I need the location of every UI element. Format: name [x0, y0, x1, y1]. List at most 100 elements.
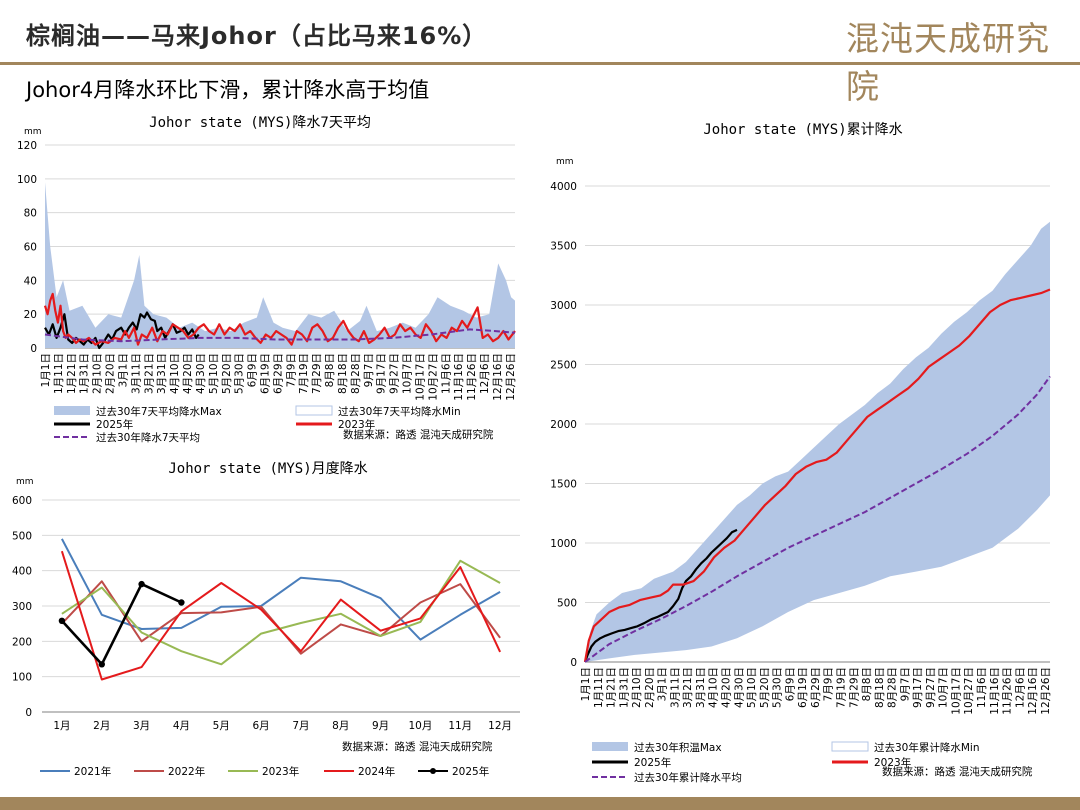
c1-x-tick-label: 12月16日 [492, 353, 504, 401]
c3-x-tick-label: 8月28日 [887, 667, 899, 708]
c3-x-tick-label: 5月10日 [746, 667, 758, 708]
daily-series [43, 292, 516, 350]
monthly-gridlines [42, 499, 520, 713]
c1-x-tick-label: 6月19日 [260, 353, 272, 394]
legend-label-2022: 2022年 [168, 765, 205, 778]
c2-x-tick-label: 8月 [332, 720, 349, 732]
brand-logo: 混沌天成研究院 [846, 19, 1050, 106]
legend-label-2024: 2024年 [358, 765, 395, 778]
c1-x-tick-label: 7月19日 [298, 353, 310, 394]
c1-x-tick-label: 6月29日 [272, 353, 284, 394]
legend-label-2025: 2025年 [96, 418, 133, 431]
c1-x-tick-label: 3月21日 [143, 353, 155, 394]
header-divider [0, 62, 1080, 65]
c2-x-tick-label: 12月 [488, 720, 512, 732]
monthly-rain-chart: Johor state (MYS)月度降水 mm 0 100 200 300 400 50… [12, 461, 520, 778]
c3-x-tick-label: 3月11日 [669, 667, 681, 708]
c1-x-tick-label: 3月31日 [156, 353, 168, 394]
c1-x-tick-label: 1月11日 [53, 353, 65, 394]
legend-label-cum-2025: 2025年 [634, 756, 671, 769]
c1-x-tick-label: 11月26日 [466, 353, 478, 401]
cumulative-chart-title: Johor state (MYS)累计降水 [703, 122, 902, 138]
page-header: 棕榈油——马来Johor（占比马来16%） 混沌天成研究院 [0, 0, 1080, 106]
c1-x-tick-label: 3月1日 [118, 353, 130, 387]
c3-x-tick-label: 6月29日 [810, 667, 822, 708]
c3-series-line-2 [584, 375, 1051, 663]
c1-x-tick-label: 5月30日 [234, 353, 246, 394]
c1-y-tick-label: 100 [17, 174, 37, 186]
c3-x-tick-label: 4月30日 [733, 667, 745, 708]
page-title: 棕榈油——马来Johor（占比马来16%） [26, 22, 488, 50]
c1-x-tick-label: 4月30日 [195, 353, 207, 394]
c2-x-tick-label: 5月 [213, 720, 230, 732]
legend-marker-2025m [430, 768, 436, 774]
monthly-source: 数据来源：路透 混沌天成研究院 [342, 740, 493, 753]
footer-bar [0, 797, 1080, 810]
c1-series-line-2 [44, 328, 516, 343]
c1-x-tick-label: 9月27日 [389, 353, 401, 394]
c1-y-tick-label: 120 [17, 140, 37, 152]
c1-x-tick-label: 7月9日 [285, 353, 297, 387]
daily-source: 数据来源：路透 混沌天成研究院 [343, 428, 494, 441]
c1-x-tick-label: 1月21日 [66, 353, 78, 394]
c2-x-tick-label: 3月 [133, 720, 150, 732]
c2-series-line-0 [61, 538, 501, 641]
c3-x-tick-label: 9月27日 [925, 667, 937, 708]
monthly-chart-title: Johor state (MYS)月度降水 [168, 461, 367, 477]
c1-x-tick-label: 10月7日 [402, 353, 414, 394]
legend-label-2021: 2021年 [74, 765, 111, 778]
c3-x-tick-label: 7月29日 [848, 667, 860, 708]
daily-legend: 过去30年7天平均降水Max 过去30年7天平均降水Min 2025年 2023… [54, 405, 461, 444]
c1-y-tick-label: 0 [30, 343, 37, 355]
monthly-legend: 2021年 2022年 2023年 2024年 2025年 [40, 765, 489, 778]
c3-series-line-0 [583, 528, 738, 663]
c1-x-tick-label: 8月28日 [350, 353, 362, 394]
c2-series-line-3 [60, 550, 502, 681]
c1-x-tick-label: 7月29日 [311, 353, 323, 394]
c3-x-tick-label: 3月21日 [682, 667, 694, 708]
legend-swatch-cum-min [831, 741, 869, 752]
c1-y-tick-label: 60 [24, 242, 37, 254]
cumulative-rain-chart: Johor state (MYS)累计降水 mm 0 500 1000 1500 200… [550, 122, 1052, 784]
cumulative-series [583, 288, 1051, 663]
c1-x-tick-label: 1月1日 [40, 353, 52, 387]
c3-y-tick-label: 500 [557, 598, 577, 610]
c3-x-tick-label: 11月6日 [976, 667, 988, 708]
c2-x-tick-label: 6月 [252, 720, 269, 732]
c2-x-tick-label: 1月 [53, 720, 70, 732]
c3-x-tick-label: 12月16日 [1027, 667, 1039, 715]
c3-x-tick-label: 2月20日 [644, 667, 656, 708]
c1-band-area [45, 182, 515, 348]
c2-x-tick-label: 2月 [93, 720, 110, 732]
c2-y-tick-label: 100 [12, 672, 32, 684]
c3-x-tick-label: 6月9日 [784, 667, 796, 701]
daily-band [45, 182, 515, 348]
cumulative-legend: 过去30年积温Max 过去30年累计降水Min 2025年 2023年 过去30… [592, 741, 980, 784]
legend-label-cum-min: 过去30年累计降水Min [874, 741, 980, 754]
c2-x-tick-label: 10月 [408, 720, 432, 732]
c2-y-tick-label: 300 [12, 601, 32, 613]
c3-x-tick-label: 12月6日 [1014, 667, 1026, 708]
c1-x-tick-label: 11月16日 [453, 353, 465, 401]
c3-x-tick-label: 7月9日 [823, 667, 835, 701]
cumulative-band [585, 221, 1050, 662]
c3-x-tick-label: 3月31日 [695, 667, 707, 708]
c3-x-tick-label: 6月19日 [797, 667, 809, 708]
legend-label-cum-2023: 2023年 [874, 756, 911, 769]
c3-x-tick-label: 9月7日 [899, 667, 911, 701]
c1-x-tick-label: 11月6日 [440, 353, 452, 394]
c3-x-tick-label: 8月8日 [861, 667, 873, 701]
daily-chart-title: Johor state (MYS)降水7天平均 [149, 115, 371, 131]
c1-x-tick-label: 12月26日 [505, 353, 517, 401]
legend-label-band-min: 过去30年7天平均降水Min [338, 405, 461, 418]
legend-swatch-band-min [295, 405, 333, 416]
c1-x-tick-label: 8月8日 [324, 353, 336, 387]
c3-x-tick-label: 5月30日 [772, 667, 784, 708]
c2-series-line-4 [60, 582, 182, 666]
c2-y-tick-label: 200 [12, 636, 32, 648]
c3-x-tick-label: 9月17日 [912, 667, 924, 708]
c3-x-tick-label: 5月20日 [759, 667, 771, 708]
c3-x-tick-label: 2月10日 [631, 667, 643, 708]
cumulative-source: 数据来源：路透 混沌天成研究院 [882, 765, 1033, 778]
c2-x-tick-label: 9月 [372, 720, 389, 732]
